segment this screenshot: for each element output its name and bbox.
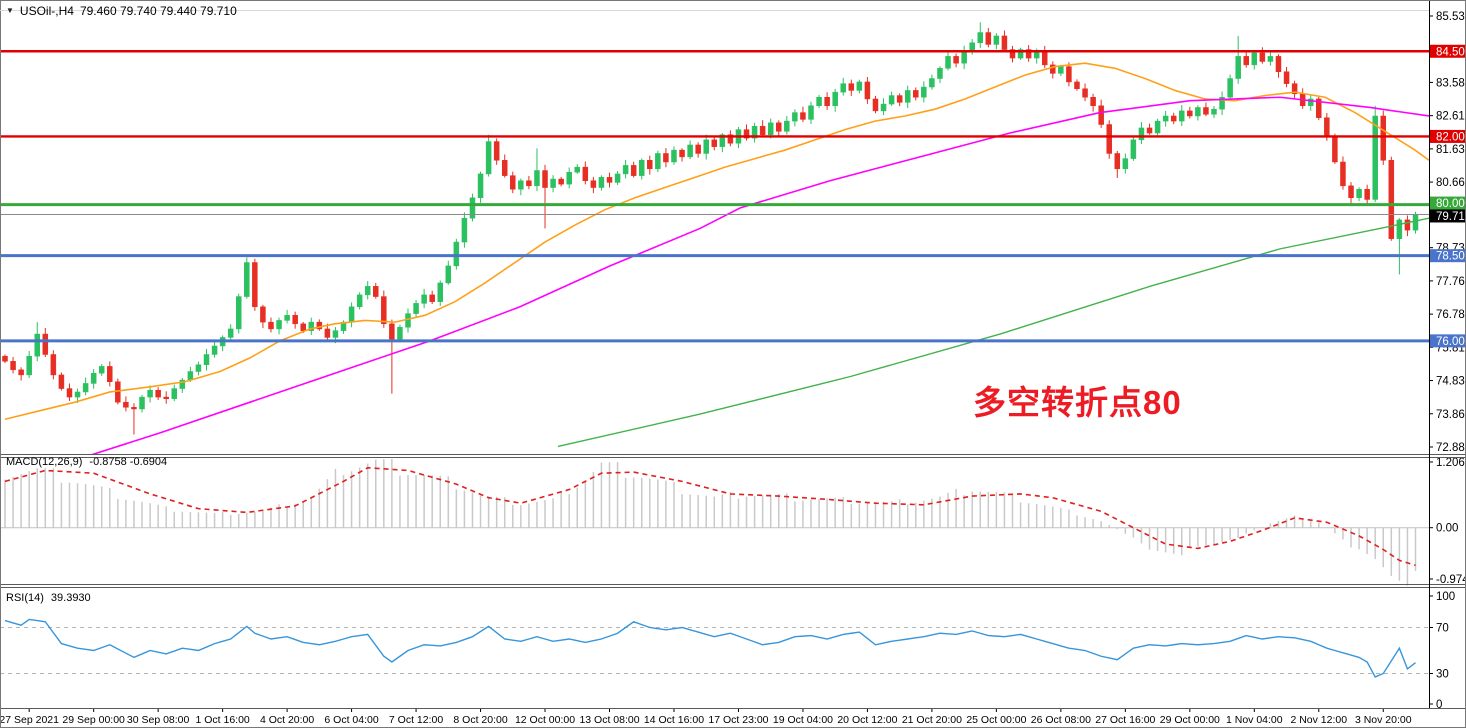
macd-signal-line xyxy=(4,466,1416,567)
svg-text:70: 70 xyxy=(1436,623,1449,635)
svg-text:73.860: 73.860 xyxy=(1436,409,1466,421)
svg-text:84.500: 84.500 xyxy=(1436,46,1466,58)
svg-text:29 Oct 00:00: 29 Oct 00:00 xyxy=(1160,714,1220,726)
symbol-period-label: USOil-,H4 xyxy=(19,4,74,18)
svg-text:12 Oct 00:00: 12 Oct 00:00 xyxy=(515,714,575,726)
svg-text:76.000: 76.000 xyxy=(1436,336,1466,348)
price-badge-76.000 xyxy=(1430,334,1466,348)
svg-text:100: 100 xyxy=(1436,591,1455,603)
svg-text:81.635: 81.635 xyxy=(1436,144,1466,156)
svg-text:1 Nov 04:00: 1 Nov 04:00 xyxy=(1226,714,1283,726)
svg-text:29 Sep 00:00: 29 Sep 00:00 xyxy=(62,714,125,726)
svg-text:0: 0 xyxy=(1436,699,1442,711)
svg-text:27 Sep 2021: 27 Sep 2021 xyxy=(0,714,59,726)
svg-text:19 Oct 04:00: 19 Oct 04:00 xyxy=(773,714,833,726)
svg-text:26 Oct 08:00: 26 Oct 08:00 xyxy=(1031,714,1091,726)
macd-pane xyxy=(0,459,1429,586)
svg-text:1 Oct 16:00: 1 Oct 16:00 xyxy=(195,714,249,726)
ma-fast-orange xyxy=(4,62,1429,420)
macd-name: MACD(12,26,9) xyxy=(6,456,83,468)
svg-text:83.585: 83.585 xyxy=(1436,77,1466,89)
macd-values: -0.8758 -0.6904 xyxy=(89,456,168,468)
svg-text:30: 30 xyxy=(1436,669,1449,681)
svg-text:17 Oct 23:00: 17 Oct 23:00 xyxy=(708,714,768,726)
svg-text:80.000: 80.000 xyxy=(1436,198,1466,210)
rsi-indicator-label: RSI(14) 39.3930 xyxy=(6,592,91,604)
oneclick-dropdown-icon[interactable]: ▼ xyxy=(6,6,14,15)
svg-text:-0.9749: -0.9749 xyxy=(1436,574,1466,586)
svg-text:82.000: 82.000 xyxy=(1436,131,1466,143)
price-pane xyxy=(0,22,1429,455)
chart-title: ▼ USOil-,H4 79.460 79.740 79.440 79.710 xyxy=(6,4,237,18)
ohlc-values: 79.460 79.740 79.440 79.710 xyxy=(79,4,237,18)
ma-mid-magenta xyxy=(88,96,1429,455)
svg-text:13 Oct 08:00: 13 Oct 08:00 xyxy=(579,714,639,726)
rsi-line xyxy=(4,618,1416,678)
svg-text:30 Sep 08:00: 30 Sep 08:00 xyxy=(127,714,190,726)
price-badge-82.000 xyxy=(1430,129,1466,143)
price-badge-79.710 xyxy=(1430,209,1466,223)
svg-text:8 Oct 20:00: 8 Oct 20:00 xyxy=(453,714,507,726)
svg-text:3 Nov 20:00: 3 Nov 20:00 xyxy=(1355,714,1412,726)
svg-text:2 Nov 12:00: 2 Nov 12:00 xyxy=(1290,714,1347,726)
svg-text:76.785: 76.785 xyxy=(1436,309,1466,321)
svg-text:85.535: 85.535 xyxy=(1436,11,1466,23)
svg-text:14 Oct 16:00: 14 Oct 16:00 xyxy=(644,714,704,726)
svg-text:27 Oct 16:00: 27 Oct 16:00 xyxy=(1095,714,1155,726)
svg-text:6 Oct 04:00: 6 Oct 04:00 xyxy=(324,714,378,726)
svg-text:80.660: 80.660 xyxy=(1436,177,1466,189)
svg-text:72.885: 72.885 xyxy=(1436,442,1466,454)
price-badge-80.000 xyxy=(1430,196,1466,210)
time-axis[interactable]: 27 Sep 2021 29 Sep 00:00 30 Sep 08:00 1 Oct… xyxy=(0,708,1412,726)
rsi-value: 39.3930 xyxy=(50,592,91,604)
svg-text:1.206: 1.206 xyxy=(1436,457,1465,469)
ma-slow-green xyxy=(557,217,1429,448)
indicator-axes: 1.206 0.00 -0.9749 100 70 30 0 xyxy=(1429,457,1466,711)
svg-text:4 Oct 20:00: 4 Oct 20:00 xyxy=(260,714,314,726)
rsi-name: RSI(14) xyxy=(6,592,44,604)
svg-text:0.00: 0.00 xyxy=(1436,523,1458,535)
svg-text:82.610: 82.610 xyxy=(1436,111,1466,123)
price-badge-78.500 xyxy=(1430,249,1466,263)
svg-text:7 Oct 12:00: 7 Oct 12:00 xyxy=(389,714,443,726)
svg-text:77.760: 77.760 xyxy=(1436,276,1466,288)
svg-text:74.835: 74.835 xyxy=(1436,376,1466,388)
rsi-pane xyxy=(0,618,1429,678)
annotation-text: 多空转折点80 xyxy=(973,384,1182,421)
macd-indicator-label: MACD(12,26,9) -0.8758 -0.6904 xyxy=(6,456,167,468)
svg-text:25 Oct 00:00: 25 Oct 00:00 xyxy=(966,714,1026,726)
svg-text:78.500: 78.500 xyxy=(1436,251,1466,263)
svg-text:20 Oct 12:00: 20 Oct 12:00 xyxy=(837,714,897,726)
svg-text:21 Oct 20:00: 21 Oct 20:00 xyxy=(902,714,962,726)
price-badge-84.500 xyxy=(1430,44,1466,58)
price-axis[interactable]: 85.53583.58582.61081.63580.66078.73577.7… xyxy=(1429,11,1466,454)
svg-text:79.710: 79.710 xyxy=(1436,211,1466,223)
